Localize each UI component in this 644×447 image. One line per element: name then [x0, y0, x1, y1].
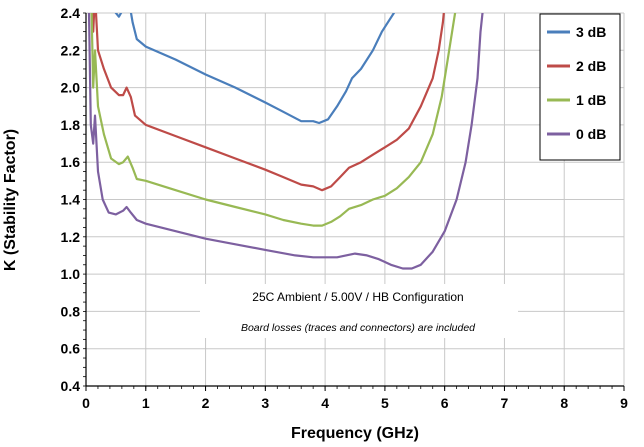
y-tick-label: 1.2: [61, 229, 81, 245]
y-tick-label: 0.6: [61, 341, 81, 357]
x-tick-label: 3: [261, 395, 269, 411]
series-line-2-db: [87, 13, 445, 192]
series-line-3-db: [87, 13, 396, 125]
series-layer: [87, 13, 484, 270]
legend-label: 2 dB: [576, 58, 606, 74]
x-tick-label: 5: [381, 395, 389, 411]
y-tick-label: 0.4: [61, 378, 81, 394]
x-tick-label: 4: [321, 395, 329, 411]
legend-label: 3 dB: [576, 24, 606, 40]
y-tick-label: 1.8: [61, 117, 81, 133]
y-tick-label: 1.6: [61, 154, 81, 170]
y-tick-label: 2.0: [61, 80, 81, 96]
x-tick-label: 0: [82, 395, 90, 411]
legend-label: 0 dB: [576, 126, 606, 142]
x-tick-label: 2: [202, 395, 210, 411]
x-tick-label: 8: [560, 395, 568, 411]
series-line-0-db: [87, 13, 484, 270]
axes-layer: 0.4 0.6 0.8 1.0 1.2 1.4 1.6 1.8 2.0 2.2 2.4 0 1 2 3 4 5 6…: [61, 5, 629, 411]
y-tick-label: 2.4: [61, 5, 81, 21]
x-axis-title: Frequency (GHz): [291, 425, 419, 442]
series-line-1-db: [87, 13, 457, 227]
legend-box: [539, 13, 621, 161]
legend: 3 dB 2 dB 1 dB 0 dB: [539, 13, 621, 161]
annotation-layer: 25C Ambient / 5.00V / HB Configuration B…: [200, 284, 518, 338]
annotation-box: [200, 284, 518, 338]
x-tick-label: 9: [620, 395, 628, 411]
annotation-sub: Board losses (traces and connectors) are…: [241, 322, 476, 334]
y-axis-title: K (Stability Factor): [2, 129, 19, 271]
y-tick-label: 1.4: [61, 192, 81, 208]
legend-label: 1 dB: [576, 92, 606, 108]
x-tick-label: 6: [441, 395, 449, 411]
annotation-main: 25C Ambient / 5.00V / HB Configuration: [252, 290, 463, 304]
x-tick-label: 7: [501, 395, 509, 411]
x-tick-label: 1: [142, 395, 150, 411]
y-tick-label: 0.8: [61, 303, 81, 319]
y-tick-label: 2.2: [61, 42, 81, 58]
y-tick-label: 1.0: [61, 266, 81, 282]
